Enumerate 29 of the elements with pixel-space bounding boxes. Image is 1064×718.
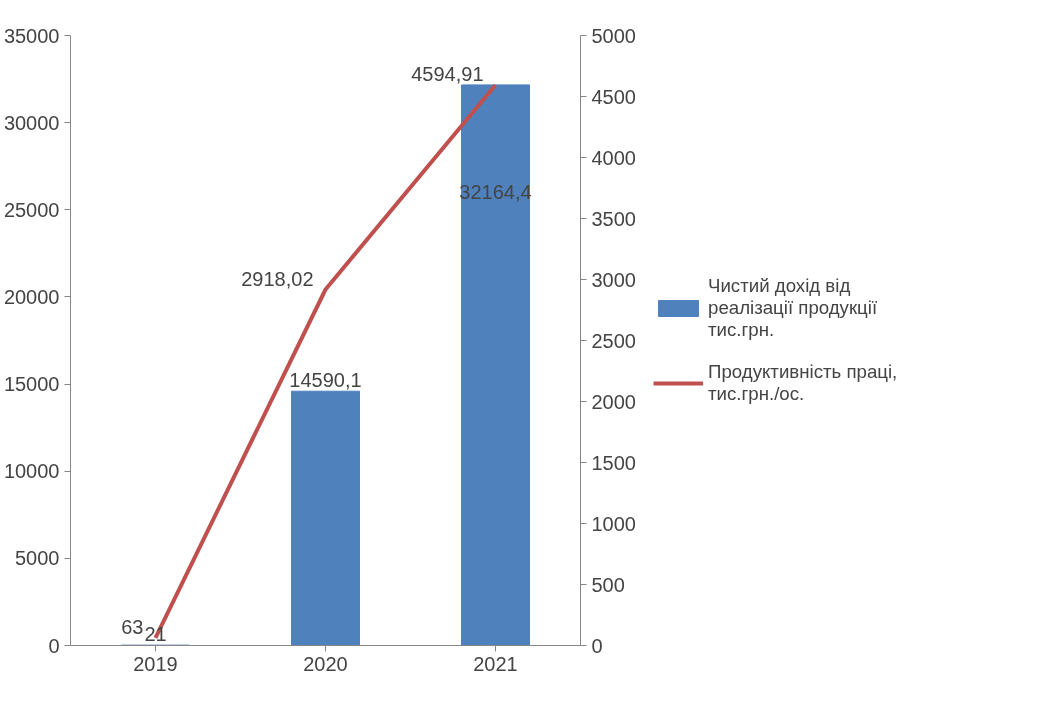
y2-tick-label: 2000 <box>591 390 636 413</box>
legend-label: Чистий дохід від реалізації продукції тис.грн. <box>708 275 878 341</box>
y2-tick-label: 2500 <box>591 329 636 352</box>
y2-tick-label: 1000 <box>591 512 636 535</box>
y2-tick-label: 1500 <box>591 451 636 474</box>
y2-tick-label: 4500 <box>591 85 636 108</box>
y-tick-label: 15000 <box>3 373 60 396</box>
y-tick-label: 10000 <box>3 460 60 483</box>
y-tick-label: 0 <box>48 634 60 657</box>
y-tick-label: 25000 <box>3 198 60 221</box>
y2-tick-label: 4000 <box>591 146 636 169</box>
y2-tick-label: 5000 <box>591 24 636 47</box>
y2-tick-label: 0 <box>591 634 603 657</box>
data-label: 4594,91 <box>411 62 484 85</box>
y2-tick-label: 3000 <box>591 268 636 291</box>
x-tick-label: 2020 <box>303 652 348 675</box>
x-tick-label: 2021 <box>473 652 518 675</box>
data-label: 14590,1 <box>289 369 362 392</box>
x-tick-label: 2019 <box>133 652 178 675</box>
data-label: 21 <box>144 623 167 646</box>
y-tick-label: 20000 <box>3 285 60 308</box>
y-tick-label: 35000 <box>3 24 60 47</box>
y2-tick-label: 3500 <box>591 207 636 230</box>
legend-label: Продуктивність праці, тис.грн./ос. <box>708 361 898 405</box>
y-tick-label: 30000 <box>3 111 60 134</box>
y-tick-label: 5000 <box>15 547 60 570</box>
data-label: 63 <box>121 615 144 638</box>
data-label: 2918,02 <box>241 267 314 290</box>
y2-tick-label: 500 <box>591 573 625 596</box>
